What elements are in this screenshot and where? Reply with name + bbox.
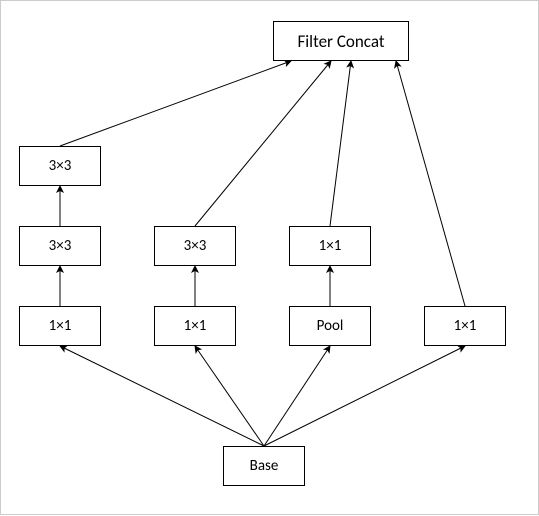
edge	[195, 61, 331, 226]
edge	[264, 346, 465, 446]
node-1x1-bottom-left: 1×1	[19, 306, 101, 346]
node-1x1-bottom-right: 1×1	[424, 306, 506, 346]
node-label: 1×1	[454, 317, 477, 335]
edge	[264, 346, 330, 446]
node-label: 3×3	[49, 157, 72, 175]
node-label: 1×1	[184, 317, 207, 335]
node-label: Filter Concat	[297, 31, 384, 52]
node-base: Base	[223, 446, 305, 486]
node-label: 1×1	[49, 317, 72, 335]
edge	[60, 346, 264, 446]
diagram-canvas: Filter Concat 3×3 3×3 3×3 1×1 1×1 1×1 Po…	[0, 0, 539, 515]
node-3x3-mid-center: 3×3	[154, 226, 236, 266]
edge	[60, 61, 291, 146]
edge	[195, 346, 264, 446]
node-pool: Pool	[289, 306, 371, 346]
edge	[396, 61, 465, 306]
node-3x3-mid-left: 3×3	[19, 226, 101, 266]
node-1x1-bottom-center: 1×1	[154, 306, 236, 346]
node-label: 3×3	[49, 237, 72, 255]
node-label: Base	[250, 457, 279, 475]
node-label: Pool	[317, 317, 344, 335]
node-3x3-top: 3×3	[19, 146, 101, 186]
edge	[330, 61, 351, 226]
node-label: 3×3	[184, 237, 207, 255]
node-filter-concat: Filter Concat	[273, 21, 409, 61]
node-1x1-mid-right: 1×1	[289, 226, 371, 266]
node-label: 1×1	[319, 237, 342, 255]
